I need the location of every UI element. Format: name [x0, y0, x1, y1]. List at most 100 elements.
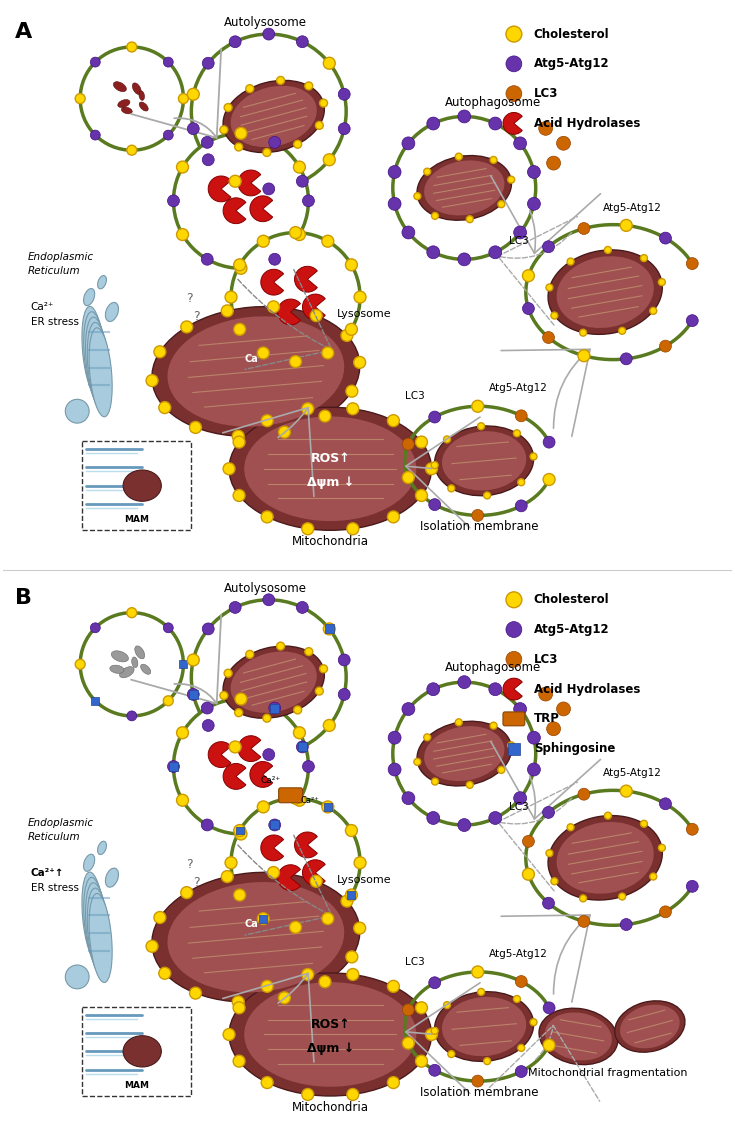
- Text: Mitochondria: Mitochondria: [292, 1101, 369, 1114]
- Circle shape: [323, 622, 335, 635]
- Circle shape: [159, 968, 171, 979]
- Ellipse shape: [223, 646, 324, 718]
- Text: Ca²⁺↑: Ca²⁺↑: [31, 868, 64, 878]
- Circle shape: [279, 992, 290, 1004]
- Circle shape: [235, 693, 247, 705]
- Wedge shape: [503, 678, 523, 700]
- Circle shape: [220, 125, 228, 133]
- Circle shape: [426, 463, 437, 474]
- Circle shape: [263, 28, 275, 40]
- Circle shape: [528, 731, 540, 744]
- Circle shape: [154, 912, 166, 923]
- Ellipse shape: [111, 651, 129, 662]
- Circle shape: [323, 154, 335, 165]
- Text: Isolation membrane: Isolation membrane: [420, 1086, 539, 1099]
- Ellipse shape: [548, 250, 662, 334]
- Text: B: B: [15, 588, 32, 608]
- Circle shape: [514, 995, 520, 1002]
- Ellipse shape: [135, 646, 145, 659]
- Circle shape: [659, 906, 671, 918]
- Circle shape: [90, 130, 100, 140]
- Circle shape: [187, 654, 199, 666]
- Ellipse shape: [434, 992, 534, 1061]
- Circle shape: [202, 719, 214, 732]
- Circle shape: [201, 137, 213, 148]
- FancyArrowPatch shape: [238, 269, 331, 369]
- Circle shape: [489, 683, 502, 695]
- Circle shape: [201, 819, 213, 831]
- Text: MAM: MAM: [124, 1081, 149, 1090]
- Wedge shape: [261, 834, 284, 861]
- Wedge shape: [250, 762, 273, 788]
- Circle shape: [338, 123, 350, 135]
- Circle shape: [528, 197, 540, 210]
- Circle shape: [229, 602, 241, 613]
- Circle shape: [414, 193, 421, 200]
- Circle shape: [257, 235, 269, 247]
- Circle shape: [506, 592, 522, 608]
- Circle shape: [523, 302, 534, 315]
- Circle shape: [514, 430, 520, 437]
- FancyArrowPatch shape: [406, 983, 480, 1093]
- Circle shape: [315, 687, 323, 695]
- Circle shape: [232, 996, 244, 1008]
- Text: Endoplasmic: Endoplasmic: [28, 252, 94, 262]
- Circle shape: [489, 117, 502, 130]
- Circle shape: [515, 500, 527, 512]
- Circle shape: [221, 304, 233, 317]
- Ellipse shape: [85, 882, 109, 971]
- Circle shape: [245, 84, 254, 92]
- Wedge shape: [238, 735, 261, 762]
- FancyArrowPatch shape: [223, 974, 314, 1062]
- Circle shape: [547, 156, 561, 170]
- Circle shape: [293, 727, 305, 739]
- FancyArrowPatch shape: [131, 614, 221, 703]
- Circle shape: [484, 1058, 491, 1065]
- Ellipse shape: [140, 665, 151, 674]
- Text: Acid Hydrolases: Acid Hydrolases: [534, 117, 640, 130]
- Circle shape: [346, 385, 358, 397]
- Circle shape: [346, 951, 358, 963]
- Circle shape: [530, 1019, 537, 1026]
- FancyArrowPatch shape: [498, 217, 578, 325]
- Text: ER stress: ER stress: [31, 882, 79, 893]
- Circle shape: [506, 86, 522, 101]
- Circle shape: [263, 182, 275, 195]
- Circle shape: [387, 511, 399, 523]
- Ellipse shape: [123, 1036, 161, 1067]
- Circle shape: [268, 301, 279, 312]
- Circle shape: [168, 760, 179, 773]
- Ellipse shape: [89, 894, 112, 983]
- Circle shape: [190, 987, 201, 999]
- Circle shape: [257, 801, 269, 813]
- Circle shape: [127, 42, 137, 52]
- Circle shape: [506, 621, 522, 637]
- Circle shape: [345, 324, 357, 335]
- Circle shape: [233, 1002, 245, 1013]
- Text: LC3: LC3: [534, 87, 558, 100]
- Text: ?: ?: [187, 857, 193, 871]
- Circle shape: [478, 423, 484, 430]
- Bar: [508, 742, 520, 755]
- Circle shape: [498, 766, 505, 773]
- Circle shape: [202, 154, 214, 165]
- Circle shape: [388, 731, 401, 744]
- Circle shape: [484, 492, 491, 499]
- Circle shape: [567, 824, 574, 831]
- Circle shape: [466, 215, 473, 222]
- Circle shape: [181, 321, 193, 333]
- Wedge shape: [295, 267, 318, 292]
- Ellipse shape: [417, 155, 512, 220]
- Ellipse shape: [113, 82, 126, 91]
- Circle shape: [232, 430, 244, 442]
- Ellipse shape: [539, 1008, 618, 1065]
- Circle shape: [551, 878, 558, 885]
- Text: Ca²⁺: Ca²⁺: [31, 302, 54, 312]
- Text: LC3: LC3: [405, 391, 425, 401]
- Circle shape: [542, 241, 554, 253]
- Circle shape: [190, 422, 201, 433]
- Circle shape: [620, 353, 632, 365]
- Circle shape: [498, 201, 505, 207]
- Bar: [298, 742, 306, 751]
- Text: LC3: LC3: [509, 236, 528, 246]
